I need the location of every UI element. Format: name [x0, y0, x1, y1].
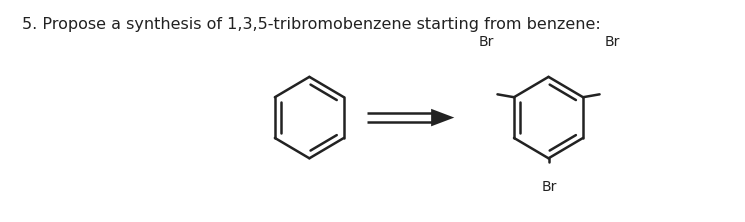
Text: Br: Br	[542, 180, 557, 194]
Text: Br: Br	[604, 35, 620, 49]
Text: Br: Br	[479, 35, 494, 49]
Text: 5. Propose a synthesis of 1,3,5-tribromobenzene starting from benzene:: 5. Propose a synthesis of 1,3,5-tribromo…	[22, 17, 600, 32]
Polygon shape	[431, 109, 454, 126]
